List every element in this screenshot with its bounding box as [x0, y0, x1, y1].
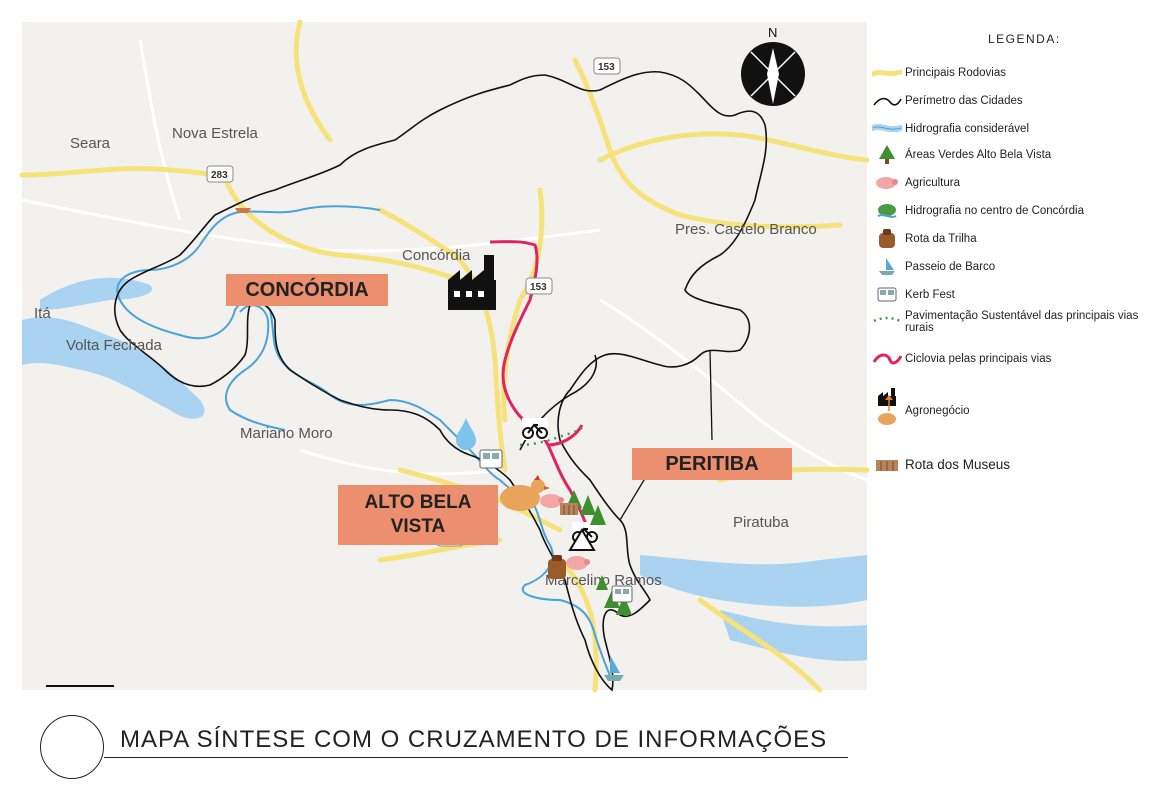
cycle-path-branch	[547, 424, 584, 447]
bus-icon	[479, 449, 503, 469]
svg-text:N: N	[768, 25, 777, 40]
legend-item-agro	[872, 382, 908, 412]
svg-text:283: 283	[211, 170, 228, 181]
place-volta-fechada: Volta Fechada	[66, 337, 163, 354]
legend-label: Perímetro das Cidades	[905, 95, 1023, 107]
legend-item-kerb-fest: Kerb Fest	[872, 286, 955, 304]
legend-item-museums: Rota dos Museus	[872, 456, 1010, 474]
place-concordia: Concórdia	[402, 247, 471, 264]
legend-label: Kerb Fest	[905, 289, 955, 301]
cycle-path	[489, 240, 592, 536]
factory-icon	[872, 382, 908, 412]
bicycle-icon	[522, 418, 548, 440]
compass-icon: N	[741, 25, 805, 106]
place-piratuba: Piratuba	[733, 514, 790, 531]
legend: LEGENDA: Principais Rodovias Perímetro d…	[870, 22, 1151, 492]
sustainable-paving-path	[519, 424, 586, 447]
agro-icon	[872, 395, 902, 425]
backpack-icon	[872, 229, 902, 248]
place-pres-castelo-branco: Pres. Castelo Branco	[675, 221, 817, 238]
tree-icon	[872, 145, 902, 164]
legend-label: Hidrografia no centro de Concórdia	[905, 205, 1084, 217]
boat-icon	[872, 258, 902, 276]
map: Seara Nova Estrela Concórdia Itá Volta F…	[19, 19, 870, 693]
road-icon	[872, 64, 902, 82]
boat-icon	[604, 655, 624, 681]
legend-item-trail: Rota da Trilha	[872, 229, 977, 248]
legend-item-roads: Principais Rodovias	[872, 64, 1006, 82]
legend-label: Rota da Trilha	[905, 233, 977, 245]
footer-underline	[104, 757, 848, 758]
svg-text:153: 153	[598, 62, 615, 73]
region-label-concordia: CONCÓRDIA	[226, 274, 388, 306]
legend-title: LEGENDA:	[988, 32, 1061, 46]
legend-label: Ciclovia pelas principais vias	[905, 353, 1052, 365]
backpack-icon	[548, 555, 566, 579]
place-mariano-moro: Mariano Moro	[240, 425, 333, 442]
place-nova-estrela: Nova Estrela	[172, 125, 259, 142]
legend-item-boat: Passeio de Barco	[872, 258, 995, 276]
highway-shield: 283	[206, 165, 234, 183]
museum-icon	[560, 503, 578, 515]
legend-item-paving: Pavimentação Sustentável das principais …	[872, 310, 1145, 334]
place-ita: Itá	[34, 305, 51, 322]
legend-item-river: Hidrografia considerável	[872, 120, 1029, 138]
pig-icon	[566, 556, 590, 570]
fountain-icon	[872, 202, 902, 220]
perimeter-icon	[872, 92, 902, 110]
bus-icon	[872, 286, 902, 304]
legend-label: Rota dos Museus	[905, 457, 1011, 472]
region-label-alto-bela-vista: ALTO BELA VISTA	[338, 485, 498, 545]
legend-label: Áreas Verdes Alto Bela Vista	[905, 149, 1052, 161]
fountain-icon	[456, 418, 476, 450]
footer-circle-decoration	[40, 715, 104, 779]
map-title: MAPA SÍNTESE COM O CRUZAMENTO DE INFORMA…	[120, 726, 828, 753]
museum-icon	[872, 456, 902, 474]
river-left	[225, 304, 286, 431]
legend-label: Hidrografia considerável	[905, 123, 1030, 135]
legend-item-agro-label: Agronegócio	[872, 395, 970, 425]
legend-label: Principais Rodovias	[905, 67, 1006, 79]
triangle-icon	[568, 528, 596, 551]
dotted-path-icon	[872, 310, 902, 328]
legend-item-agriculture: Agricultura	[872, 174, 960, 192]
boat-icon	[235, 208, 251, 213]
legend-item-perimeter: Perímetro das Cidades	[872, 92, 1023, 110]
legend-item-cycle: Ciclovia pelas principais vias	[872, 350, 1051, 368]
factory-icon	[448, 255, 496, 310]
highway-shield: 153	[593, 57, 621, 75]
legend-item-green-areas: Áreas Verdes Alto Bela Vista	[872, 145, 1052, 164]
pig-icon	[540, 494, 564, 508]
svg-text:153: 153	[530, 282, 547, 293]
legend-item-fountain: Hidrografia no centro de Concórdia	[872, 202, 1084, 220]
river-icon	[872, 120, 902, 138]
legend-label: Agricultura	[905, 177, 960, 189]
chicken-icon	[500, 475, 550, 511]
city-perimeter	[114, 70, 768, 692]
region-label-peritiba: PERITIBA	[632, 448, 792, 480]
highway-shield: 153	[525, 277, 553, 295]
legend-label: Agronegócio	[905, 405, 970, 417]
water-bodies	[22, 277, 867, 661]
pig-icon	[872, 174, 902, 192]
legend-label: Pavimentação Sustentável das principais …	[905, 310, 1139, 334]
legend-label: Passeio de Barco	[905, 261, 996, 273]
place-seara: Seara	[70, 135, 111, 152]
cycle-path-icon	[872, 350, 902, 368]
bus-icon	[611, 585, 633, 603]
